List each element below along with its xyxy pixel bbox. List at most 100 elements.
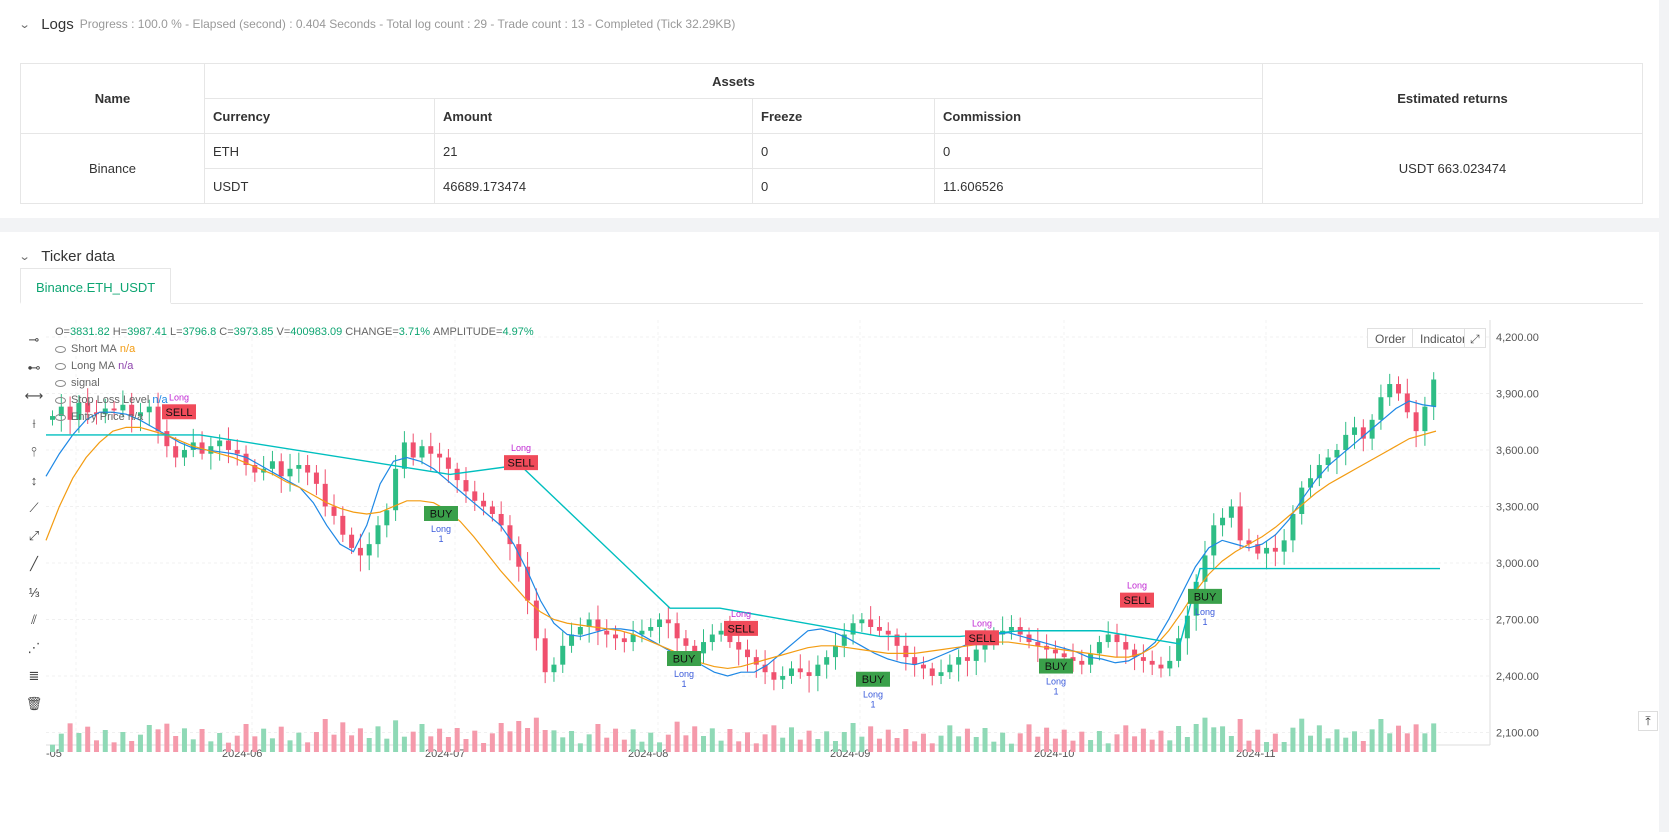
- logs-header[interactable]: ⌄ Logs Progress : 100.0 % - Elapsed (sec…: [18, 14, 736, 34]
- segment-icon[interactable]: ╱: [30, 556, 38, 571]
- trend-line-icon[interactable]: ⟋: [29, 500, 39, 515]
- crosshair-icon[interactable]: ⊸: [28, 332, 40, 347]
- candle-body: [472, 491, 478, 501]
- volume-bar: [868, 726, 874, 752]
- candle-body: [454, 468, 460, 481]
- cell-freeze: 0: [752, 168, 935, 204]
- ticker-header[interactable]: ⌄ Ticker data: [18, 246, 115, 266]
- lines-icon[interactable]: ≣: [28, 668, 40, 683]
- volume-bar: [533, 717, 539, 752]
- candle-body: [1404, 393, 1410, 413]
- candle-body: [815, 664, 821, 676]
- volume-bar: [313, 732, 319, 752]
- volume-bar: [1237, 719, 1243, 752]
- candle-body: [780, 675, 786, 680]
- volume-bar: [357, 728, 363, 752]
- short-ma-line: [45, 400, 1437, 677]
- estimated-returns: USDT 663.023474: [1262, 133, 1643, 204]
- candle-body: [525, 566, 531, 601]
- volume-bar: [1220, 726, 1226, 752]
- signal-label-bg: [1039, 658, 1073, 674]
- volume-bar: [1008, 743, 1014, 752]
- candle-body: [181, 449, 187, 458]
- chart-legend: O= 3831.82 H= 3987.41 L= 3796.8 C= 3973.85 V…: [55, 324, 534, 426]
- volume-bar: [129, 741, 135, 752]
- eye-icon[interactable]: [55, 397, 66, 404]
- volume-bar: [1061, 729, 1067, 752]
- eye-icon[interactable]: [55, 414, 66, 421]
- signal-label: SELL: [508, 458, 535, 470]
- volume-bar: [613, 728, 619, 752]
- eye-icon[interactable]: [55, 346, 66, 353]
- volume-bar: [753, 743, 759, 752]
- indicator-button[interactable]: Indicator: [1412, 328, 1475, 348]
- scroll-top-icon[interactable]: ⤒: [1638, 711, 1658, 731]
- trash-icon[interactable]: 🗑: [25, 696, 43, 711]
- candle-body: [1378, 397, 1384, 420]
- signal-label: SELL: [969, 633, 996, 645]
- horizontal-line-icon[interactable]: ⊷: [27, 360, 41, 375]
- candle-body: [771, 672, 777, 680]
- volume-bar: [375, 726, 381, 752]
- fullscreen-icon[interactable]: ⤢: [1464, 328, 1486, 348]
- order-button[interactable]: Order: [1367, 328, 1414, 348]
- vertical-line-icon[interactable]: ⫯: [31, 444, 37, 459]
- candle-body: [920, 664, 926, 669]
- candle-body: [1431, 379, 1437, 407]
- volume-bar: [1316, 725, 1322, 752]
- volume-bar: [296, 732, 302, 752]
- candle-body: [701, 642, 707, 654]
- y-tick-label: 3,900.00: [1496, 388, 1539, 400]
- volume-bar: [1299, 718, 1305, 752]
- volume-bar: [1308, 735, 1314, 752]
- ray-icon[interactable]: ⟷: [24, 388, 44, 403]
- volume-bar: [85, 726, 91, 752]
- vertical-segment-icon[interactable]: ⟊: [32, 416, 36, 431]
- y-tick-label: 4,200.00: [1496, 332, 1539, 344]
- volume-bar: [973, 737, 979, 752]
- price-chart[interactable]: 4,200.00 3,900.00 3,600.00 3,300.00 3,000.00…: [20, 320, 1610, 832]
- volume-bar: [762, 734, 768, 752]
- candle-body: [217, 440, 223, 447]
- exchange-cell: Binance: [20, 133, 205, 204]
- legend-item-stop-loss[interactable]: Stop Loss Level n/a: [55, 392, 534, 409]
- candle-body: [885, 630, 891, 635]
- volume-bar: [841, 732, 847, 752]
- legend-item-signal[interactable]: signal: [55, 375, 534, 392]
- candle-body: [1132, 649, 1138, 658]
- legend-item-entry-price[interactable]: Entry Price n/a: [55, 409, 534, 426]
- candle-body: [208, 446, 214, 454]
- col-assets: Assets: [204, 63, 1263, 99]
- volume-bar: [225, 742, 231, 752]
- candle-body: [1105, 634, 1111, 643]
- volume-bar: [76, 733, 82, 752]
- legend-item-long-ma[interactable]: Long MA n/a: [55, 358, 534, 375]
- candle-body: [1272, 547, 1278, 552]
- legend-item-short-ma[interactable]: Short MA n/a: [55, 341, 534, 358]
- volume-bar: [885, 729, 891, 752]
- chevron-down-icon[interactable]: ⌄: [18, 250, 31, 263]
- candle-body: [569, 634, 575, 646]
- signal-sub-label: Long: [1046, 677, 1066, 687]
- chevron-down-icon[interactable]: ⌄: [18, 18, 31, 31]
- extended-line-icon[interactable]: ⤢: [28, 528, 40, 543]
- tab-binance-eth-usdt[interactable]: Binance.ETH_USDT: [20, 268, 172, 304]
- parallel-channel-icon[interactable]: ⫽: [31, 612, 37, 627]
- candle-body: [419, 446, 425, 458]
- y-tick-label: 2,400.00: [1496, 671, 1539, 683]
- volume-bar: [1052, 738, 1058, 752]
- price-label-icon[interactable]: ⅓: [28, 584, 40, 600]
- eye-icon[interactable]: [55, 380, 66, 387]
- candle-body: [648, 626, 654, 631]
- eye-icon[interactable]: [55, 363, 66, 370]
- signal-sub-count: 1: [681, 679, 686, 689]
- volume-bar: [1035, 736, 1041, 752]
- candle-body: [903, 645, 909, 658]
- fib-icon[interactable]: ⋰: [27, 640, 41, 655]
- candle-body: [164, 431, 170, 447]
- vertical-ray-icon[interactable]: ↕: [30, 472, 38, 488]
- volume-bar: [1096, 731, 1102, 752]
- volume-bar: [1149, 739, 1155, 752]
- candle-body: [621, 638, 627, 643]
- volume-bar: [824, 731, 830, 752]
